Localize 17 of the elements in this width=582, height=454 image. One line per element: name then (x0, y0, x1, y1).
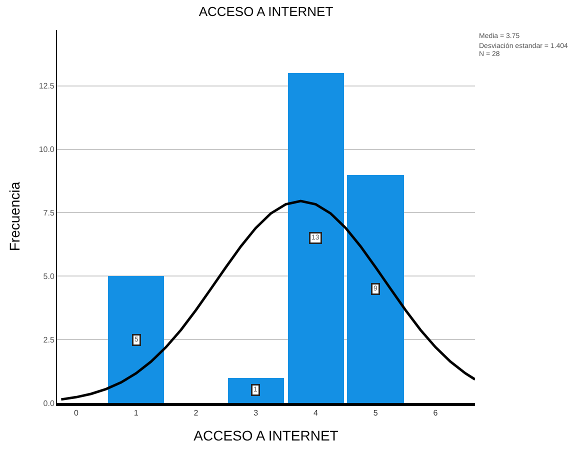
y-axis-title: Frecuencia (6, 182, 22, 252)
x-tick-label: 5 (373, 408, 378, 418)
y-tick-label: 10.0 (38, 145, 55, 154)
x-tick-label: 6 (433, 408, 438, 418)
chart-title: ACCESO A INTERNET (198, 4, 334, 19)
y-tick-label: 7.5 (43, 208, 55, 218)
x-axis-title: ACCESO A INTERNET (194, 428, 339, 444)
y-tick-label: 12.5 (38, 82, 55, 91)
y-tick-label: 2.5 (43, 335, 55, 344)
y-tick-label: 5.0 (43, 272, 55, 281)
y-tick-label: 0.0 (43, 398, 55, 408)
x-tick-label: 3 (254, 408, 259, 418)
x-tick-label: 0 (74, 408, 79, 418)
x-tick-label: 2 (194, 408, 199, 418)
x-tick-label: 4 (313, 408, 318, 418)
x-tick-label: 1 (134, 408, 139, 418)
line-series (60, 200, 475, 401)
